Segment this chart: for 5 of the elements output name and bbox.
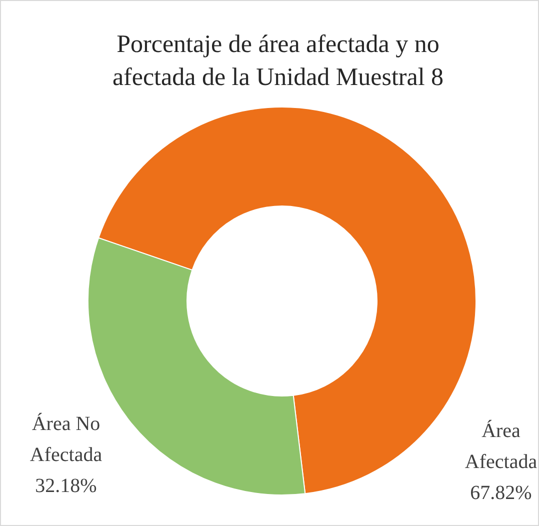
- data-label: 67.82%: [470, 482, 532, 504]
- data-label: 32.18%: [35, 475, 97, 497]
- slice-label: Área No Afectada: [30, 412, 102, 466]
- chart-title: Porcentaje de área afectada y no afectada de la Unidad Muestral 8: [112, 31, 444, 91]
- slice-label: Área Afectada: [464, 419, 538, 473]
